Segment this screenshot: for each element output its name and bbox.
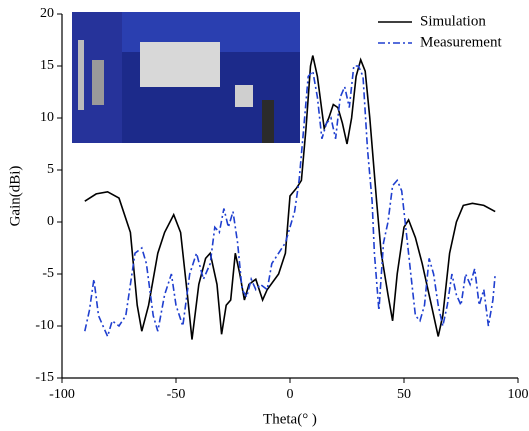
- x-tick-label: -100: [49, 387, 75, 402]
- series-line: [84, 65, 496, 339]
- x-tick-label: 50: [397, 387, 411, 402]
- x-axis-label: Theta(° ): [263, 411, 317, 427]
- series-line: [84, 55, 496, 340]
- inset-photo: [72, 12, 300, 143]
- y-tick-label: 5: [47, 162, 54, 177]
- x-tick-label: -50: [167, 387, 186, 402]
- y-tick-label: 20: [40, 6, 54, 21]
- y-tick-label: -10: [35, 318, 54, 333]
- y-tick-label: 15: [40, 58, 54, 73]
- y-tick-label: -15: [35, 370, 54, 385]
- legend-label: Measurement: [420, 34, 502, 50]
- y-axis-label: Gain(dBi): [7, 166, 23, 227]
- y-tick-label: -5: [42, 266, 54, 281]
- y-tick-label: 10: [40, 110, 54, 125]
- legend-label: Simulation: [420, 13, 486, 29]
- y-tick-label: 0: [47, 214, 54, 229]
- x-tick-label: 100: [508, 387, 529, 402]
- x-tick-label: 0: [287, 387, 294, 402]
